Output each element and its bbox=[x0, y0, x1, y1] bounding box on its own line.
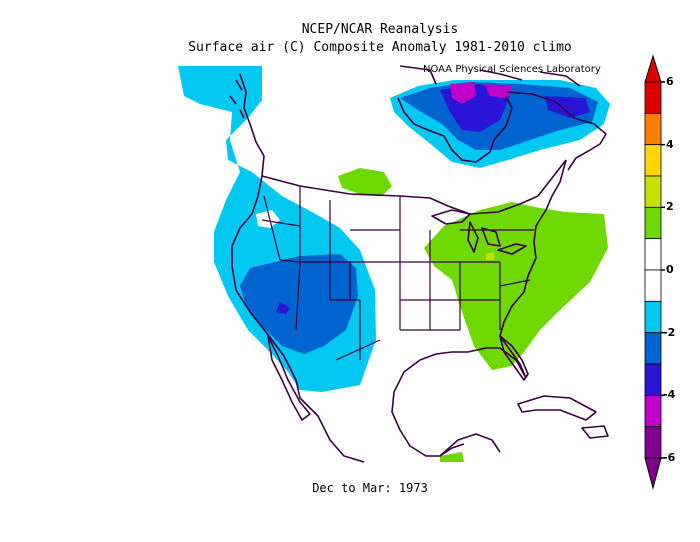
florida bbox=[499, 335, 529, 381]
neutral-island bbox=[256, 210, 280, 228]
colorbar bbox=[644, 54, 665, 490]
labrador-coast bbox=[505, 91, 607, 171]
gulf-coastline bbox=[391, 347, 527, 457]
colorbar-segments bbox=[644, 54, 662, 490]
colorbar-tick-label: 2 bbox=[666, 200, 674, 214]
colorbar-segment bbox=[644, 332, 662, 365]
colorbar-tick-label: -2 bbox=[663, 325, 676, 339]
colorbar-tick-label: -6 bbox=[663, 451, 676, 464]
colorbar-segment bbox=[644, 394, 662, 428]
colorbar-segment bbox=[644, 300, 662, 334]
colorbar-segment bbox=[644, 144, 662, 177]
colorbar-tick-label: -4 bbox=[663, 388, 676, 402]
colorbar-segment bbox=[644, 238, 662, 271]
cold-region-west-light bbox=[178, 66, 376, 392]
colorbar-segment bbox=[644, 269, 662, 302]
hispaniola bbox=[581, 425, 609, 439]
great-lakes bbox=[431, 209, 527, 255]
pacific-islands bbox=[229, 79, 245, 119]
arctic-islands bbox=[399, 65, 581, 87]
cold-region-west-core bbox=[276, 302, 290, 314]
baja-california bbox=[267, 335, 311, 421]
colorbar-segment bbox=[644, 175, 662, 208]
cold-region-north-core bbox=[450, 82, 476, 104]
anomaly-shading bbox=[178, 66, 610, 462]
colorbar-min-arrow bbox=[644, 457, 662, 490]
map-title: NCEP/NCAR Reanalysis bbox=[301, 22, 459, 37]
colorbar-tick-label: 6 bbox=[666, 75, 674, 88]
colorbar-ticks bbox=[661, 81, 665, 459]
state-lines bbox=[261, 186, 534, 361]
colorbar-max-arrow bbox=[644, 54, 662, 83]
cold-region-west-mid bbox=[240, 254, 358, 354]
pacific-coastline bbox=[231, 73, 365, 463]
map-subtitle: Surface air (C) Composite Anomaly 1981-2… bbox=[188, 40, 572, 55]
warm-region-east-core bbox=[486, 252, 494, 260]
colorbar-tick-label: 0 bbox=[666, 263, 674, 276]
colorbar-segment bbox=[644, 363, 662, 396]
credit-label: NOAA Physical Sciences Laboratory bbox=[423, 64, 601, 75]
central-america bbox=[439, 433, 501, 457]
colorbar-segment bbox=[644, 81, 662, 114]
colorbar-tick-label: 4 bbox=[666, 137, 674, 151]
anomaly-map bbox=[178, 65, 610, 463]
colorbar-segment bbox=[644, 112, 662, 146]
time-period-label: Dec to Mar: 1973 bbox=[312, 481, 428, 495]
hudson-bay-shore bbox=[397, 95, 513, 163]
warm-region-yucatan bbox=[440, 452, 464, 462]
cuba bbox=[517, 395, 597, 421]
coastlines-and-borders bbox=[229, 65, 609, 463]
colorbar-segment bbox=[644, 426, 662, 459]
warm-region-east bbox=[424, 202, 608, 370]
us-canada-border bbox=[261, 159, 567, 215]
cold-region-north-core2 bbox=[484, 84, 512, 98]
warm-region-plains bbox=[338, 168, 392, 196]
atlantic-coastline bbox=[499, 159, 567, 379]
colorbar-segment bbox=[644, 206, 662, 240]
